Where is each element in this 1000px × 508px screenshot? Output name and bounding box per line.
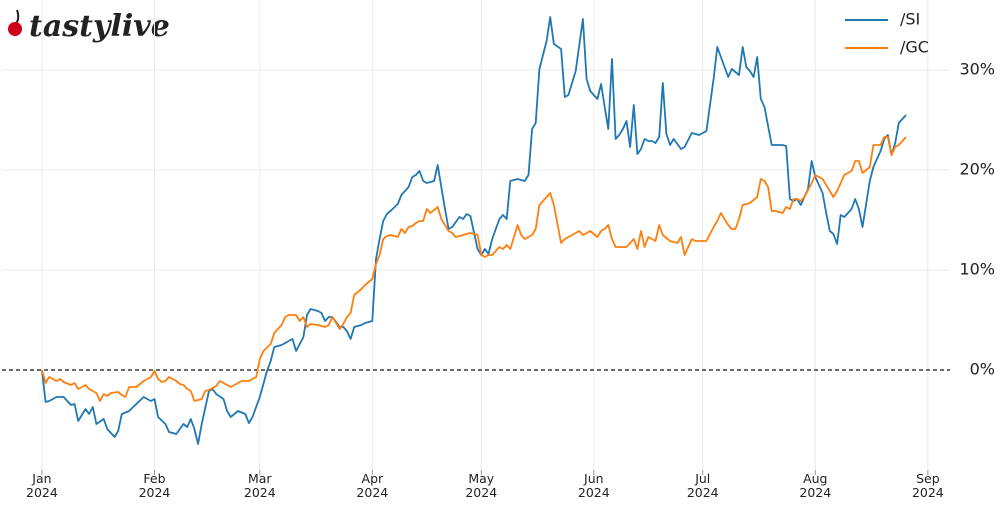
y-tick-label: 10% (959, 260, 995, 279)
legend-label: /SI (900, 10, 920, 29)
x-tick-label: Sep 2024 (911, 471, 944, 500)
x-tick-label: Aug 2024 (799, 471, 832, 500)
x-tick-label: Jul 2024 (686, 471, 719, 500)
y-tick-label: 30% (959, 60, 995, 79)
x-tick-label: Mar 2024 (243, 471, 276, 500)
x-tick-label: May 2024 (465, 471, 498, 500)
y-tick-label: 20% (959, 160, 995, 179)
cherry-stem (15, 9, 20, 25)
x-tick-label: Jan 2024 (26, 471, 58, 500)
logo-text: tastylive (29, 9, 170, 44)
x-tick-label: Feb 2024 (138, 471, 171, 500)
cherry (8, 22, 22, 36)
grid (2, 0, 950, 475)
series-line (41, 136, 907, 402)
logo: tastylive (8, 9, 170, 44)
series-line (41, 16, 907, 445)
legend-label: /GC (900, 38, 929, 57)
x-tick-label: Jun 2024 (577, 471, 610, 500)
x-tick-label: Apr 2024 (356, 471, 389, 500)
y-tick-label: 0% (970, 360, 995, 379)
